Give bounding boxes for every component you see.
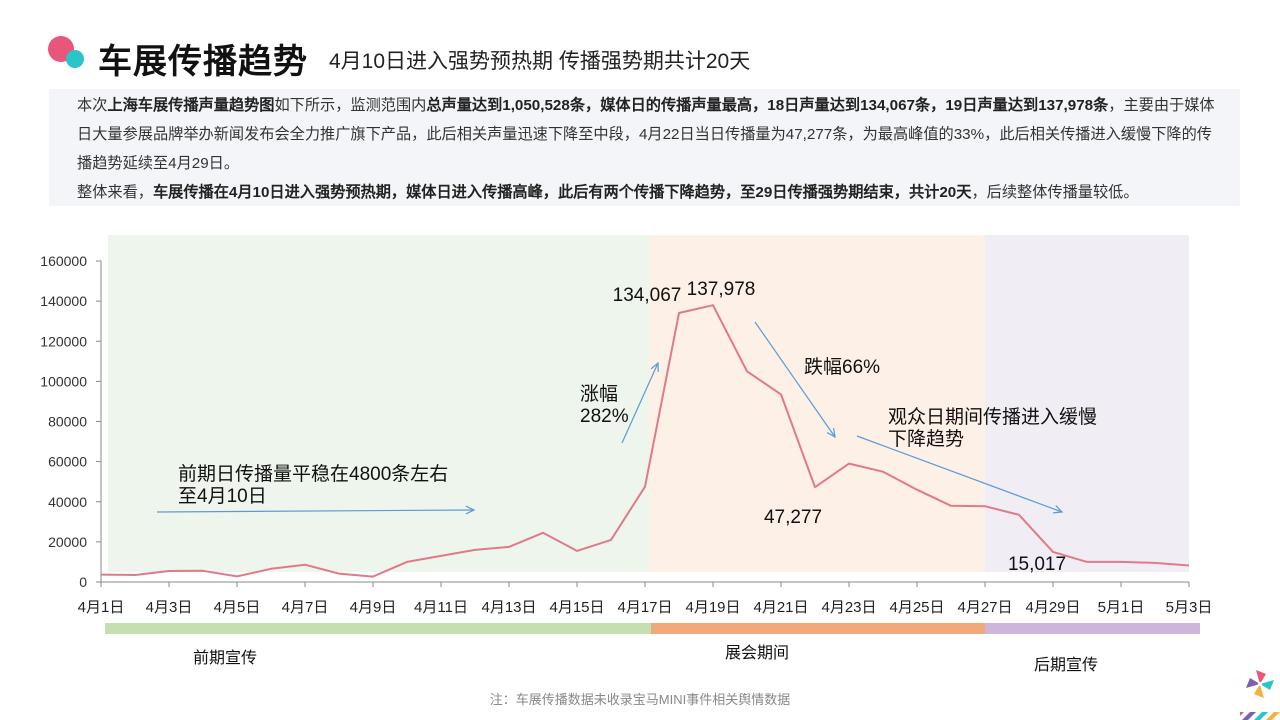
y-tick-label: 120000 — [40, 333, 87, 349]
x-tick-label: 4月19日 — [685, 599, 740, 616]
y-tick-label: 60000 — [48, 454, 87, 470]
description-text-segment: 总声量达到1,050,528条，媒体日的传播声量最高，18日声量达到134,06… — [426, 97, 1109, 114]
axes: 0 20000 40000 60000 80000 100000 120000 140000 1… — [40, 253, 1212, 616]
arrow-head — [826, 428, 836, 439]
x-tick-label: 4月1日 — [78, 599, 125, 616]
y-tick-label: 140000 — [40, 293, 87, 309]
description-paragraph-2: 整体来看，车展传播在4月10日进入强势预热期，媒体日进入传播高峰，此后有两个传播… — [49, 178, 1240, 207]
phase-bar-segment-3 — [985, 623, 1200, 634]
arrow-preheat — [156, 505, 476, 515]
x-tick-label: 4月11日 — [414, 599, 468, 616]
arrow-head — [465, 505, 476, 515]
series-line — [100, 304, 1190, 578]
x-tick-label: 5月1日 — [1098, 599, 1145, 616]
annotation-text: 至4月10日 — [178, 486, 267, 507]
phase-backgrounds — [108, 235, 1189, 572]
arrow-shaft — [856, 435, 1063, 513]
y-tick-label: 80000 — [48, 414, 87, 430]
description-text-segment: ，后续整体传播量较低。 — [971, 184, 1139, 201]
phase-label: 展会期间 — [725, 644, 789, 662]
description-text-segment: 整体来看， — [77, 184, 153, 201]
x-tick-label: 4月17日 — [617, 599, 672, 616]
description-text-segment: 如下所示，监测范围内 — [274, 97, 427, 114]
arrow-head — [650, 361, 659, 373]
phase-bar-segment-1 — [105, 623, 651, 634]
phase-bar-segment-2 — [651, 623, 985, 634]
description-box: 本次上海车展传播声量趋势图如下所示，监测范围内总声量达到1,050,528条，媒… — [49, 89, 1240, 206]
phase-background-1 — [108, 235, 649, 572]
arrow-slow-decline — [856, 435, 1064, 514]
arrow-head — [1052, 505, 1064, 514]
x-tick-label: 4月27日 — [957, 599, 1012, 616]
x-tick-label: 4月3日 — [146, 599, 193, 616]
footnote: 注：车展传播数据未收录宝马MINI事件相关舆情数据 — [489, 692, 791, 707]
description-text-segment: 车展传播在4月10日进入强势预热期，媒体日进入传播高峰，此后有两个传播下降趋势，… — [152, 184, 972, 201]
arrow-rise — [621, 361, 659, 444]
y-tick-label: 0 — [79, 574, 87, 590]
pinwheel-icon — [1240, 670, 1280, 720]
description-text-segment: 上海车展传播声量趋势图 — [107, 97, 275, 114]
data-labels: 134,067 137,978 47,277 15,017 — [613, 279, 1066, 575]
annotation-text: 282% — [580, 406, 629, 427]
series-line — [100, 304, 1190, 578]
data-label: 137,978 — [687, 279, 756, 300]
data-label: 15,017 — [1008, 554, 1066, 575]
x-tick-label: 5月3日 — [1166, 599, 1213, 616]
x-tick-label: 4月13日 — [481, 599, 536, 616]
y-tick-label: 100000 — [40, 373, 87, 389]
annotation-text: 下降趋势 — [888, 428, 964, 450]
description-text-segment: 本次 — [77, 97, 108, 114]
y-tick-label: 160000 — [40, 253, 87, 269]
x-tick-label: 4月5日 — [214, 599, 261, 616]
logo-dots — [48, 36, 88, 70]
x-tick-label: 4月7日 — [282, 599, 329, 616]
arrow-fall — [754, 321, 836, 439]
data-label: 47,277 — [764, 507, 822, 528]
x-tick-label: 4月29日 — [1025, 599, 1080, 616]
annotation-text: 观众日期间传播进入缓慢 — [888, 406, 1097, 428]
x-tick-label: 4月25日 — [889, 599, 944, 616]
annotation-text: 涨幅 — [580, 383, 618, 405]
x-tick-label: 4月15日 — [549, 599, 604, 616]
y-tick-label: 20000 — [48, 534, 87, 550]
logo-dot-teal — [66, 50, 84, 68]
description-text-segment: ，主要由于媒体日大量参展品牌举办新闻发布会全力推广旗下产品，此后相关声量迅速下降… — [77, 97, 1215, 172]
annotation-text: 前期日传播量平稳在4800条左右 — [178, 463, 448, 485]
phase-background-3 — [985, 235, 1189, 572]
description-paragraph-1: 本次上海车展传播声量趋势图如下所示，监测范围内总声量达到1,050,528条，媒… — [49, 89, 1240, 178]
arrow-shaft — [754, 321, 836, 438]
x-tick-label: 4月9日 — [350, 599, 397, 616]
phase-label: 前期宣传 — [193, 649, 257, 667]
arrow-shaft — [621, 362, 659, 444]
arrow-shaft — [156, 509, 475, 513]
annotation-text: 跌幅66% — [804, 356, 880, 378]
page-title: 车展传播趋势 — [98, 43, 308, 81]
x-tick-label: 4月23日 — [821, 599, 876, 616]
page-subtitle: 4月10日进入强势预热期 传播强势期共计20天 — [329, 50, 751, 73]
phase-background-2 — [649, 235, 985, 572]
phase-label: 后期宣传 — [1034, 656, 1098, 674]
data-label: 134,067 — [613, 285, 682, 306]
y-tick-label: 40000 — [48, 494, 87, 510]
x-tick-label: 4月21日 — [753, 599, 808, 616]
